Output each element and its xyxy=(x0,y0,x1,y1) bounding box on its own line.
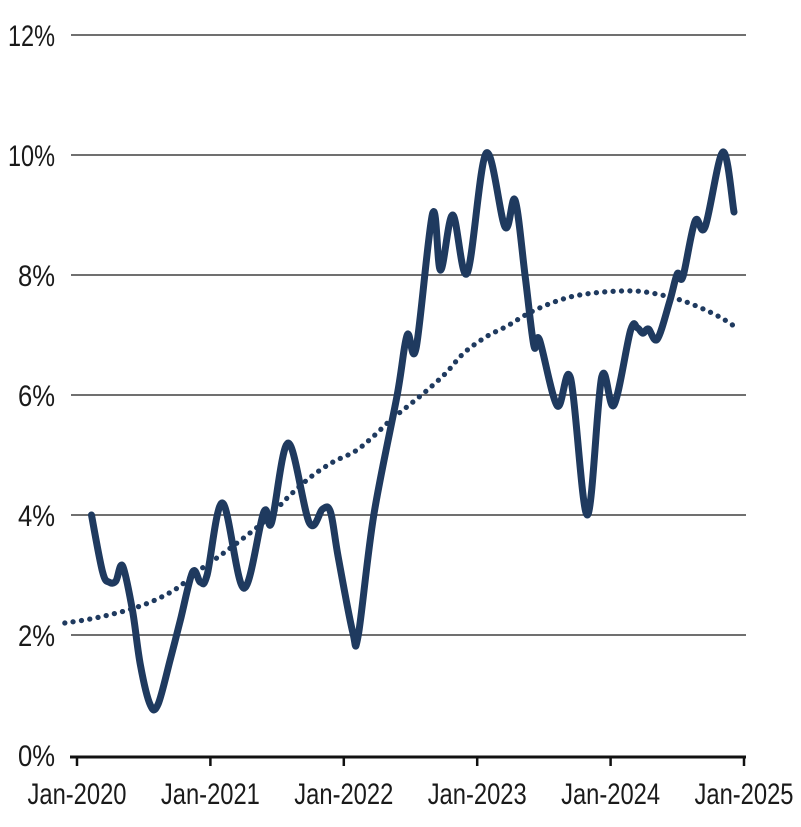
y-axis-label-2pct: 2% xyxy=(18,620,55,653)
y-axis-label-10pct: 10% xyxy=(8,140,55,173)
y-axis-label-0pct: 0% xyxy=(18,740,55,773)
x-axis-label-Jan-2025: Jan-2025 xyxy=(695,778,794,811)
x-axis-label-Jan-2024: Jan-2024 xyxy=(561,778,660,811)
y-axis-label-4pct: 4% xyxy=(18,500,55,533)
x-axis-label-Jan-2021: Jan-2021 xyxy=(161,778,260,811)
x-axis-label-Jan-2023: Jan-2023 xyxy=(428,778,527,811)
dotted-trend-series xyxy=(62,288,737,626)
y-axis-label-6pct: 6% xyxy=(18,380,55,413)
x-axis-label-Jan-2020: Jan-2020 xyxy=(28,778,127,811)
y-axis-label-12pct: 12% xyxy=(8,20,55,53)
x-axis-label-Jan-2022: Jan-2022 xyxy=(294,778,393,811)
y-axis-label-8pct: 8% xyxy=(18,260,55,293)
solid-monthly-series xyxy=(88,148,738,714)
